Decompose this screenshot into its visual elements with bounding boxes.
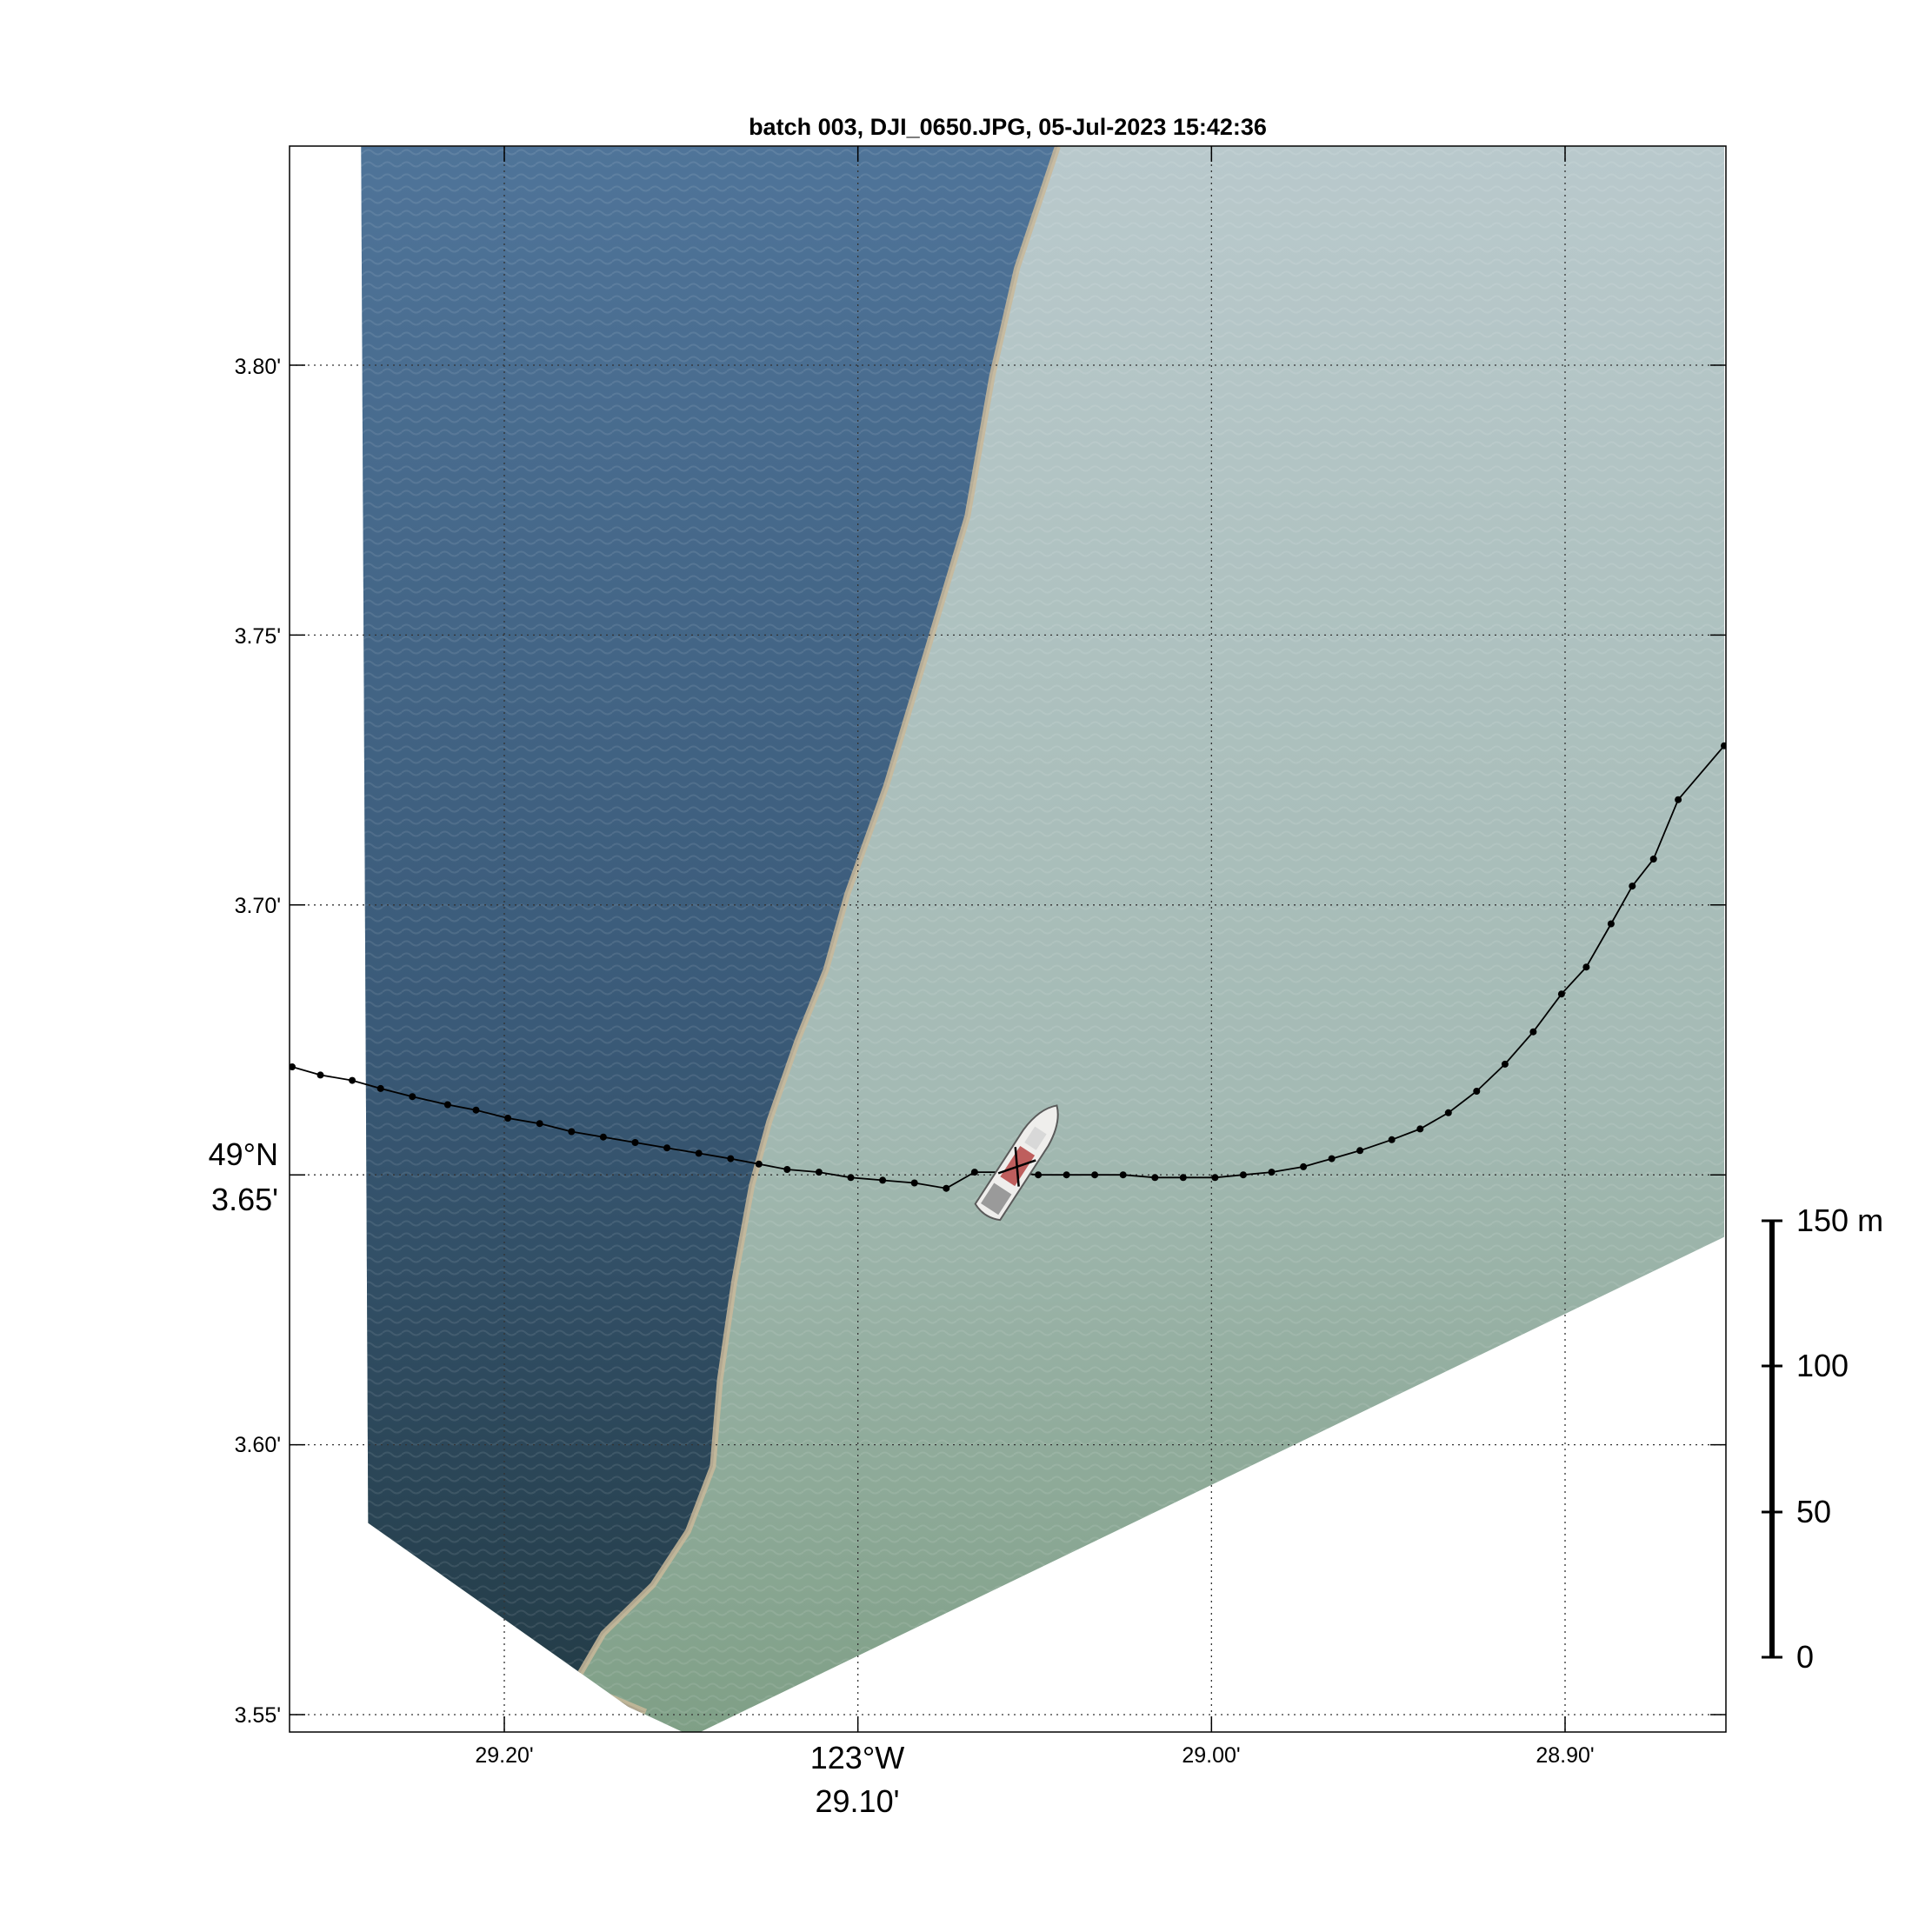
track-point-28 (1151, 1174, 1159, 1182)
track-point-9 (568, 1128, 576, 1136)
track-point-35 (1356, 1147, 1364, 1155)
track-point-26 (1091, 1171, 1099, 1179)
track-point-39 (1473, 1088, 1481, 1095)
track-point-27 (1119, 1171, 1127, 1179)
track-point-46 (1649, 856, 1657, 863)
scale-label-0: 0 (1796, 1639, 1814, 1675)
axis-ticks (290, 146, 1726, 1732)
track-point-41 (1529, 1028, 1537, 1036)
track-point-25 (1063, 1171, 1070, 1179)
track-point-10 (599, 1133, 607, 1141)
track-point-40 (1501, 1060, 1509, 1068)
track-point-3 (376, 1084, 384, 1092)
track-point-8 (536, 1120, 543, 1128)
track-point-44 (1607, 920, 1615, 928)
track-point-5 (443, 1101, 451, 1109)
track-point-45 (1629, 883, 1636, 890)
track-point-30 (1211, 1174, 1219, 1182)
scale-bar: 150 m 100 50 0 (1762, 1203, 1883, 1675)
track-point-14 (727, 1155, 735, 1163)
track-point-34 (1328, 1155, 1336, 1163)
track-point-42 (1557, 990, 1565, 998)
track-point-37 (1416, 1125, 1424, 1133)
track-point-13 (695, 1149, 703, 1157)
lat-label-370: 3.70' (235, 894, 281, 918)
track-point-15 (755, 1160, 763, 1168)
track-point-11 (631, 1139, 639, 1146)
track-point-4 (409, 1093, 416, 1101)
track-point-24 (1035, 1171, 1043, 1179)
scale-label-100: 100 (1796, 1348, 1849, 1383)
track-point-33 (1300, 1163, 1308, 1170)
lon-label-2920: 29.20' (475, 1743, 533, 1768)
track-point-36 (1388, 1136, 1396, 1143)
track-point-6 (472, 1106, 480, 1114)
track-point-48 (1721, 742, 1726, 749)
axes-frame (289, 145, 1727, 1733)
track-point-38 (1444, 1109, 1452, 1116)
water-mass-front (571, 146, 1061, 1715)
lat-label-375: 3.75' (235, 624, 281, 649)
scale-label-50: 50 (1796, 1494, 1831, 1529)
track-point-21 (943, 1184, 950, 1192)
track-point-43 (1582, 963, 1590, 971)
track-point-20 (910, 1179, 918, 1187)
track-point-1 (316, 1071, 324, 1079)
lat-label-360: 3.60' (235, 1433, 281, 1457)
track-point-7 (504, 1115, 512, 1122)
lon-label-2910: 29.10' (816, 1783, 900, 1819)
track-point-47 (1675, 796, 1682, 803)
ship-track-points (290, 742, 1726, 1192)
lat-label-deg: 49°N (209, 1136, 278, 1172)
lon-label-2900: 29.00' (1182, 1743, 1240, 1768)
track-point-2 (349, 1076, 356, 1084)
track-point-18 (847, 1174, 855, 1182)
lat-label-365: 3.65' (211, 1182, 278, 1217)
track-point-29 (1179, 1174, 1187, 1182)
figure-title: batch 003, DJI_0650.JPG, 05-Jul-2023 15:… (749, 114, 1267, 140)
track-point-0 (290, 1063, 296, 1070)
scale-label-150: 150 m (1796, 1203, 1883, 1238)
track-point-32 (1268, 1169, 1276, 1176)
lat-label-355: 3.55' (235, 1703, 281, 1728)
ship-icon (974, 1104, 1059, 1222)
lon-label-2890: 28.90' (1536, 1743, 1594, 1768)
track-point-19 (879, 1176, 887, 1184)
track-point-31 (1239, 1171, 1247, 1179)
lon-label-deg: 123°W (810, 1740, 904, 1775)
track-point-22 (970, 1169, 978, 1176)
track-point-16 (783, 1166, 791, 1173)
track-point-12 (663, 1144, 671, 1152)
track-point-17 (815, 1169, 823, 1176)
lat-label-380: 3.80' (235, 355, 281, 379)
